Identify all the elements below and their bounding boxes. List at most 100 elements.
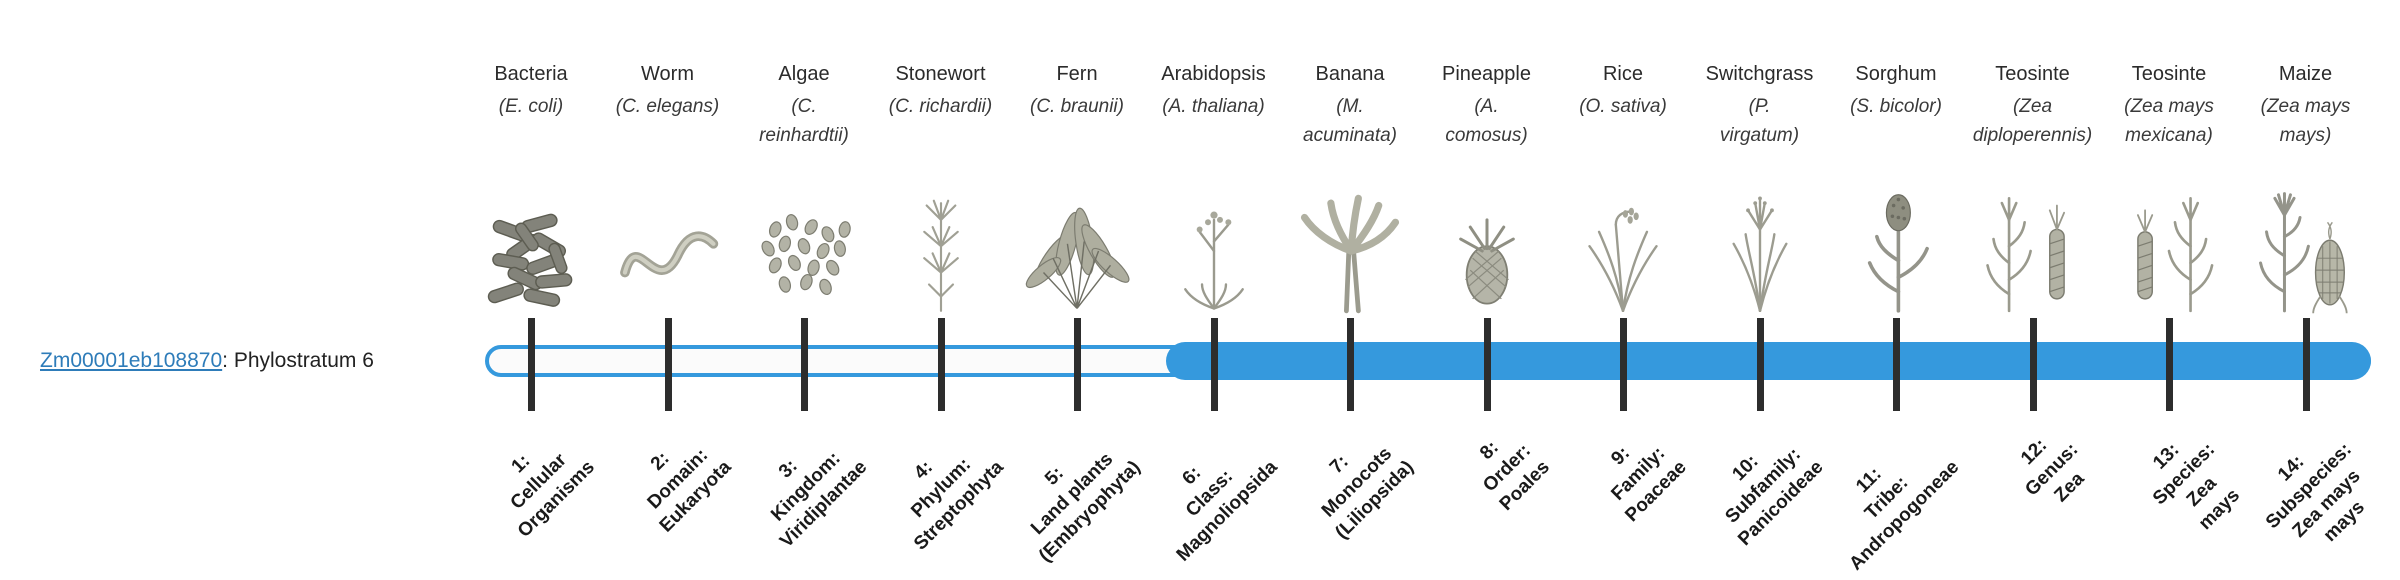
- taxon-common-name: Algae: [778, 63, 830, 85]
- phylostratum-tick-label: 13: Species: Zea mays: [2148, 439, 2244, 535]
- gene-phylostratum-text: : Phylostratum 6: [222, 349, 374, 372]
- timeline-tick: [937, 318, 945, 411]
- phylostrata-bar: [485, 342, 2371, 380]
- phylostratum-tick-label: 2: Domain: Eukaryota: [643, 444, 736, 537]
- taxon-illustration-slot: [1144, 182, 1284, 318]
- taxon-common-name: Rice: [1602, 63, 1643, 85]
- taxon-common-name: Pineapple: [1442, 63, 1531, 85]
- taxon-illustration-slot: [1007, 182, 1147, 318]
- taxon-common-name: Stonewort: [895, 63, 986, 85]
- taxon-names: Algae (C. reinhardtii): [729, 62, 879, 150]
- taxon-scientific-name: (C. elegans): [615, 96, 720, 117]
- taxon-names: Banana (M. acuminata): [1275, 62, 1425, 150]
- taxon-scientific-name: (S. bicolor): [1850, 96, 1942, 117]
- phylostratum-tick-label: 3: Kingdom: Viridiplantae: [767, 447, 872, 553]
- taxon-names: Arabidopsis (A. thaliana): [1139, 62, 1289, 121]
- timeline-tick: [1893, 318, 1900, 411]
- taxon-common-name: Bacteria: [494, 63, 568, 85]
- timeline-tick: [664, 318, 672, 411]
- gene-id-link[interactable]: Zm00001eb108870: [40, 349, 223, 372]
- phylostratum-tick-label: 8: Order: Poales: [1476, 437, 1555, 515]
- taxon-common-name: Fern: [1056, 63, 1098, 85]
- phylostratum-tick-label: 14: Subspecies: Zea mays mays: [2261, 439, 2369, 547]
- timeline-tick: [1483, 318, 1491, 411]
- rice-illustration: [1588, 207, 1658, 313]
- taxon-common-name: Maize: [2278, 63, 2333, 85]
- taxon-illustration-slot: [734, 182, 874, 318]
- phylostratum-tick-label: 12: Genus: Zea: [2017, 434, 2089, 507]
- taxon-scientific-name: (A. thaliana): [1162, 96, 1265, 117]
- algae-illustration: [761, 214, 851, 296]
- taxon-common-name: Switchgrass: [1705, 63, 1814, 85]
- taxon-scientific-name: (P. virgatum): [1719, 96, 1800, 146]
- taxon-common-name: Arabidopsis: [1161, 63, 1266, 85]
- taxon-names: Sorghum (S. bicolor): [1821, 62, 1971, 121]
- phylostratum-tick-label: 7: Monocots (Liliopsida): [1317, 443, 1418, 544]
- teosinte-diploperennis-illustration: [1985, 197, 2065, 313]
- taxon-common-name: Teosinte: [2131, 63, 2207, 85]
- timeline-tick: [528, 318, 535, 411]
- taxon-scientific-name: (C. reinhardtii): [759, 96, 849, 146]
- taxon-scientific-name: (M. acuminata): [1303, 96, 1397, 146]
- taxon-scientific-name: (Zea mays mexicana): [2124, 96, 2214, 146]
- phylostratum-tick-label: 9: Family: Poaceae: [1607, 442, 1691, 527]
- maize-illustration: [2258, 192, 2348, 314]
- switchgrass-illustration: [1731, 196, 1788, 313]
- taxon-names: Teosinte (Zea mays mexicana): [2094, 62, 2244, 150]
- taxon-illustration-slot: [1690, 182, 1830, 318]
- phylostratum-tick-label: 6: Class: Magnoliopsida: [1172, 456, 1282, 566]
- taxon-names: Worm (C. elegans): [593, 62, 743, 121]
- taxon-names: Bacteria (E. coli): [456, 62, 606, 121]
- bacteria-illustration: [487, 213, 573, 307]
- taxon-scientific-name: (O. sativa): [1579, 96, 1667, 117]
- taxon-scientific-name: (E. coli): [498, 96, 564, 117]
- pineapple-illustration: [1458, 218, 1515, 305]
- taxon-illustration-slot: [1417, 182, 1557, 318]
- phylostratum-tick-label: 10: Subfamily: Panicoideae: [1721, 443, 1828, 551]
- taxon-common-name: Teosinte: [1995, 63, 2070, 85]
- taxon-illustration-slot: [1553, 182, 1693, 318]
- taxon-illustration-slot: [598, 182, 738, 318]
- timeline-tick: [2166, 318, 2173, 411]
- taxon-common-name: Banana: [1315, 63, 1385, 85]
- taxon-scientific-name: (Zea diploperennis): [1972, 96, 2093, 146]
- phylostratum-tick-label: 4: Phylum: Streptophyta: [907, 454, 1009, 555]
- timeline-tick: [1347, 318, 1354, 411]
- timeline-tick: [2302, 318, 2310, 411]
- taxon-scientific-name: (C. richardii): [888, 96, 993, 117]
- taxon-names: Pineapple (A. comosus): [1412, 62, 1562, 150]
- phylostratum-tick-label: 1: Cellular Organisms: [506, 449, 599, 542]
- taxon-illustration-slot: [1280, 182, 1420, 318]
- taxon-common-name: Sorghum: [1855, 63, 1937, 85]
- taxon-illustration-slot: [461, 182, 601, 318]
- taxon-illustration-slot: [1826, 182, 1966, 318]
- taxon-illustration-slot: [2099, 182, 2239, 318]
- sorghum-illustration: [1867, 194, 1929, 313]
- fern-illustration: [1025, 207, 1130, 309]
- timeline-tick: [1620, 318, 1627, 411]
- taxon-names: Switchgrass (P. virgatum): [1685, 62, 1835, 150]
- taxon-scientific-name: (A. comosus): [1445, 96, 1528, 146]
- banana-illustration: [1300, 194, 1400, 314]
- timeline-tick: [1074, 318, 1081, 411]
- teosinte-mexicana-illustration: [2136, 197, 2214, 313]
- taxon-names: Stonewort (C. richardii): [866, 62, 1016, 121]
- taxon-names: Teosinte (Zea diploperennis): [1958, 62, 2108, 150]
- taxon-scientific-name: (C. braunii): [1030, 96, 1124, 117]
- arabidopsis-illustration: [1183, 211, 1244, 310]
- stonewort-illustration: [922, 199, 959, 312]
- taxon-illustration-slot: [2236, 182, 2376, 318]
- taxon-scientific-name: (Zea mays mays): [2260, 96, 2351, 146]
- timeline-tick: [1756, 318, 1764, 411]
- timeline-tick: [801, 318, 808, 411]
- taxon-names: Rice (O. sativa): [1548, 62, 1698, 121]
- worm-illustration: [619, 231, 718, 278]
- taxon-common-name: Worm: [641, 63, 694, 85]
- timeline-tick: [2029, 318, 2037, 411]
- phylostratum-tick-label: 11: Tribe: Andropogoneae: [1845, 456, 1964, 575]
- timeline-tick: [1210, 318, 1218, 411]
- taxon-illustration-slot: [871, 182, 1011, 318]
- gene-label: Zm00001eb108870: Phylostratum 6: [40, 348, 374, 374]
